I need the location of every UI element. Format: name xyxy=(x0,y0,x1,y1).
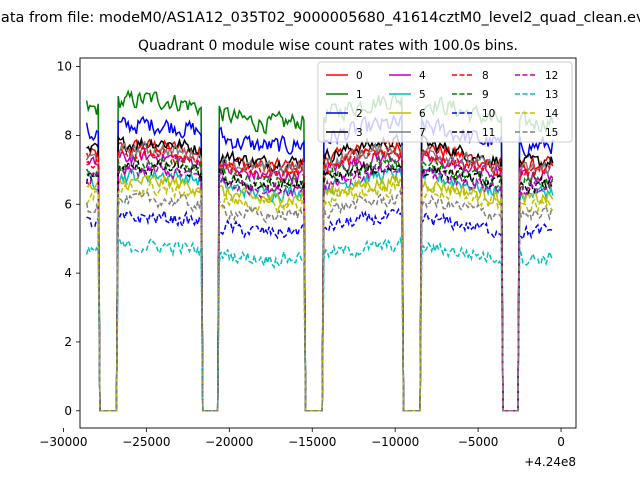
y-tick-label: 6 xyxy=(64,197,72,211)
x-tick-label: 0 xyxy=(557,435,565,449)
series-line-13 xyxy=(85,236,554,412)
chart-title: Quadrant 0 module wise count rates with … xyxy=(138,38,518,54)
y-tick-label: 8 xyxy=(64,128,72,142)
x-tick-label: −30000 xyxy=(39,435,87,449)
legend-label-4: 4 xyxy=(419,70,426,82)
legend-label-0: 0 xyxy=(356,70,363,82)
x-tick-label: −25000 xyxy=(122,435,170,449)
legend-label-14: 14 xyxy=(545,108,559,120)
legend-label-6: 6 xyxy=(419,108,426,120)
series-layer xyxy=(85,89,554,412)
legend-label-11: 11 xyxy=(482,127,495,139)
legend-label-2: 2 xyxy=(356,108,363,120)
legend-label-8: 8 xyxy=(482,70,489,82)
axes-layer: −30000 −25000 −20000 −15000 −10000 −5000 0 0 2 4 6… xyxy=(39,60,565,449)
legend-label-12: 12 xyxy=(545,70,558,82)
series-line-15 xyxy=(85,189,554,412)
legend-label-13: 13 xyxy=(545,89,558,101)
x-offset-label: +4.24e8 xyxy=(524,455,576,469)
x-tick-label: −20000 xyxy=(205,435,253,449)
y-tick-label: 0 xyxy=(64,404,72,418)
y-tick-label: 4 xyxy=(64,266,72,280)
y-tick-label: 2 xyxy=(64,335,72,349)
series-line-14 xyxy=(85,179,554,412)
legend-label-3: 3 xyxy=(356,127,363,139)
x-tick-label: −5000 xyxy=(458,435,499,449)
figure-suptitle: Data from file: modeM0/AS1A12_035T02_900… xyxy=(0,10,640,26)
x-tick-label: −10000 xyxy=(371,435,419,449)
legend-label-5: 5 xyxy=(419,89,426,101)
legend-box xyxy=(317,61,573,143)
x-tick-label: −15000 xyxy=(288,435,336,449)
legend-label-1: 1 xyxy=(356,89,363,101)
legend-label-10: 10 xyxy=(482,108,495,120)
y-tick-label: 10 xyxy=(57,60,72,74)
legend-label-7: 7 xyxy=(419,127,426,139)
legend-label-15: 15 xyxy=(545,127,558,139)
legend-label-9: 9 xyxy=(482,89,489,101)
plot-frame xyxy=(79,57,577,429)
